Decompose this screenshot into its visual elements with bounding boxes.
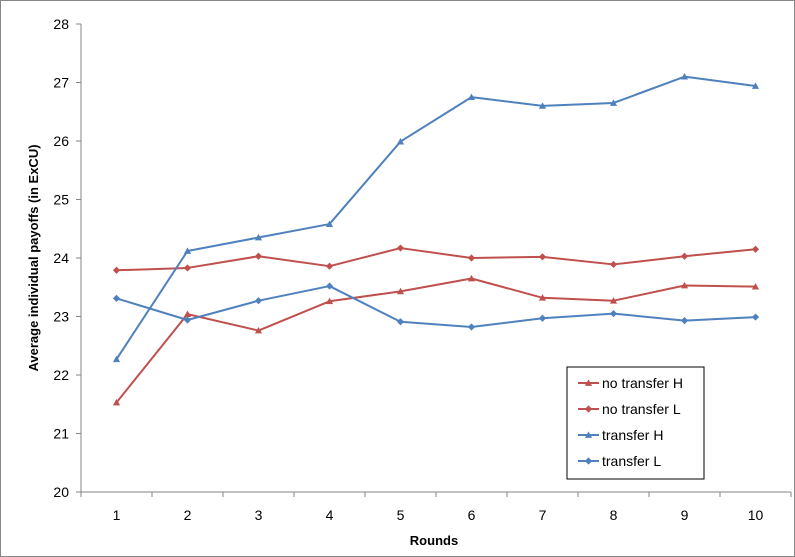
y-tick-label: 26 <box>53 133 69 149</box>
data-point <box>538 253 547 261</box>
data-point <box>325 262 334 270</box>
series-transfer-H <box>112 73 760 363</box>
legend-item: transfer L <box>578 453 661 469</box>
data-point <box>467 323 476 331</box>
data-point <box>538 102 547 109</box>
data-point <box>538 314 547 322</box>
x-tick-label: 9 <box>681 507 689 523</box>
series-layer <box>112 73 760 406</box>
data-point <box>467 274 476 282</box>
y-tick-label: 24 <box>53 250 69 266</box>
x-tick-label: 1 <box>113 507 121 523</box>
data-point <box>467 254 476 262</box>
legend-label: no transfer L <box>602 401 681 417</box>
x-tick-label: 8 <box>610 507 618 523</box>
data-point <box>680 252 689 260</box>
data-point <box>609 297 618 304</box>
data-point <box>325 220 334 227</box>
data-point <box>751 313 760 321</box>
data-point <box>751 82 760 89</box>
data-point <box>751 245 760 253</box>
x-tick-label: 4 <box>326 507 334 523</box>
data-point <box>254 326 263 334</box>
legend-marker <box>584 379 593 386</box>
data-point <box>254 233 263 241</box>
data-point <box>396 244 405 252</box>
x-tick-label: 2 <box>184 507 192 523</box>
x-axis-title: Rounds <box>410 533 458 548</box>
series-line <box>115 277 756 404</box>
legend-label: transfer H <box>602 427 663 443</box>
legend-item: no transfer L <box>578 401 681 417</box>
data-point <box>609 309 618 318</box>
data-point <box>254 297 263 305</box>
series-no-transfer-L <box>112 244 760 274</box>
legend-label: no transfer H <box>602 375 683 391</box>
data-point <box>183 247 192 254</box>
x-tick-label: 10 <box>748 507 764 523</box>
data-point <box>396 318 405 326</box>
x-tick-label: 6 <box>468 507 476 523</box>
y-tick-label: 28 <box>53 16 69 32</box>
legend-label: transfer L <box>602 453 661 469</box>
data-point <box>183 264 192 272</box>
series-transfer-L <box>112 282 760 331</box>
data-point <box>538 294 547 301</box>
data-point <box>751 283 760 290</box>
data-point <box>112 294 121 302</box>
data-point <box>112 398 121 406</box>
legend-marker <box>584 431 593 438</box>
series-line <box>116 285 756 329</box>
data-point <box>680 73 689 80</box>
data-point <box>183 310 192 318</box>
data-point <box>112 266 121 274</box>
data-point <box>112 355 121 363</box>
x-tick-label: 3 <box>255 507 263 523</box>
legend-marker <box>584 457 593 465</box>
legend: no transfer H no transfer L transfer H tran… <box>566 366 705 480</box>
x-tick-label: 7 <box>539 507 547 523</box>
data-point <box>396 137 405 145</box>
series-line <box>116 247 756 272</box>
y-axis-title: Average individual payoffs (in ExCU) <box>26 144 41 371</box>
data-point <box>680 281 689 289</box>
y-tick-label: 25 <box>53 192 69 208</box>
data-point <box>396 287 405 295</box>
series-line <box>115 75 756 360</box>
data-point <box>680 316 689 325</box>
legend-item: transfer H <box>578 427 663 443</box>
y-tick-label: 27 <box>53 75 69 91</box>
y-tick-label: 23 <box>53 309 69 325</box>
data-point <box>325 297 334 305</box>
legend-item: no transfer H <box>578 375 683 391</box>
data-point <box>467 93 476 101</box>
data-point <box>325 282 334 290</box>
data-point <box>609 260 618 269</box>
data-point <box>183 316 192 324</box>
legend-marker <box>584 405 593 413</box>
y-tick-label: 20 <box>53 484 69 500</box>
series-no-transfer-H <box>112 274 760 406</box>
y-tick-label: 21 <box>53 426 69 442</box>
y-tick-label: 22 <box>53 367 69 383</box>
x-tick-label: 5 <box>397 507 405 523</box>
data-point <box>609 99 618 106</box>
data-point <box>254 252 263 260</box>
